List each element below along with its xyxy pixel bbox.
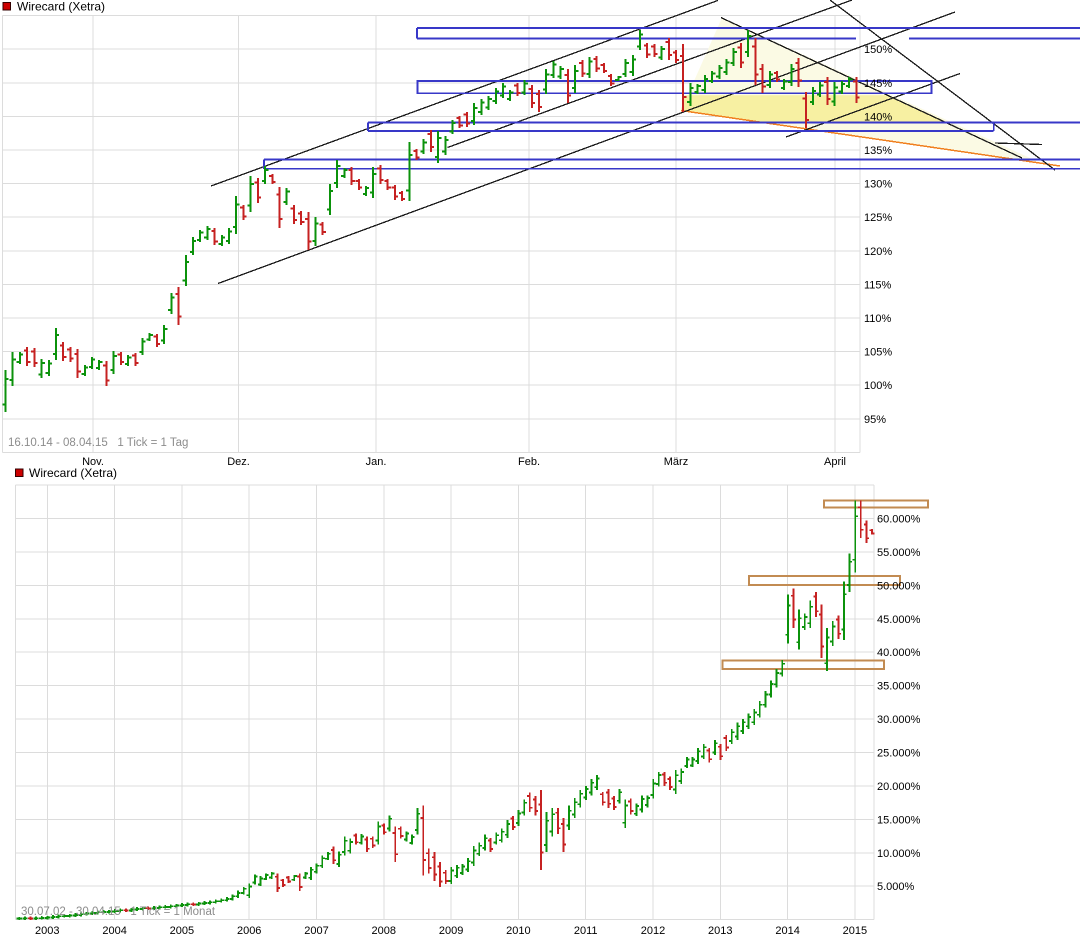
svg-text:Jan.: Jan. [366, 456, 387, 468]
svg-text:35.000%: 35.000% [877, 681, 921, 693]
svg-text:110%: 110% [864, 313, 892, 325]
svg-text:2006: 2006 [237, 925, 261, 937]
svg-text:Wirecard (Xetra): Wirecard (Xetra) [17, 0, 105, 14]
svg-text:Wirecard (Xetra): Wirecard (Xetra) [29, 466, 117, 480]
svg-text:145%: 145% [864, 78, 892, 90]
svg-text:2003: 2003 [35, 925, 59, 937]
svg-text:2009: 2009 [439, 925, 463, 937]
svg-text:135%: 135% [864, 145, 892, 157]
svg-text:Nov.: Nov. [82, 456, 104, 468]
svg-text:2007: 2007 [304, 925, 328, 937]
svg-text:120%: 120% [864, 246, 892, 258]
svg-text:60.000%: 60.000% [877, 514, 921, 526]
svg-text:5.000%: 5.000% [877, 881, 915, 893]
svg-text:2012: 2012 [641, 925, 665, 937]
svg-text:20.000%: 20.000% [877, 781, 921, 793]
svg-text:30.000%: 30.000% [877, 714, 921, 726]
svg-text:10.000%: 10.000% [877, 848, 921, 860]
svg-text:2015: 2015 [843, 925, 867, 937]
svg-text:16.10.14 - 08.04.15 1 Tick =: 16.10.14 - 08.04.15 1 Tick = 1 Tag [8, 437, 188, 449]
svg-text:2011: 2011 [574, 925, 598, 937]
svg-text:2005: 2005 [170, 925, 194, 937]
svg-text:125%: 125% [864, 212, 892, 224]
svg-text:150%: 150% [864, 44, 892, 56]
svg-text:2004: 2004 [102, 925, 126, 937]
svg-text:30.07.02 - 30.04.15 1 Tick =: 30.07.02 - 30.04.15 1 Tick = 1 Monat [21, 906, 216, 918]
svg-text:45.000%: 45.000% [877, 614, 921, 626]
svg-text:2010: 2010 [506, 925, 530, 937]
svg-text:50.000%: 50.000% [877, 580, 921, 592]
svg-text:115%: 115% [864, 279, 892, 291]
svg-text:15.000%: 15.000% [877, 814, 921, 826]
svg-text:55.000%: 55.000% [877, 547, 921, 559]
svg-text:März: März [664, 456, 688, 468]
svg-text:130%: 130% [864, 179, 892, 191]
svg-text:April: April [824, 456, 846, 468]
svg-text:95%: 95% [864, 414, 886, 426]
svg-text:105%: 105% [864, 347, 892, 359]
svg-text:Dez.: Dez. [227, 456, 250, 468]
svg-text:25.000%: 25.000% [877, 748, 921, 760]
svg-text:2008: 2008 [372, 925, 396, 937]
svg-text:2013: 2013 [708, 925, 732, 937]
svg-text:40.000%: 40.000% [877, 647, 921, 659]
svg-text:Feb.: Feb. [518, 456, 540, 468]
svg-text:2014: 2014 [775, 925, 799, 937]
svg-text:140%: 140% [864, 111, 892, 123]
svg-text:100%: 100% [864, 380, 892, 392]
